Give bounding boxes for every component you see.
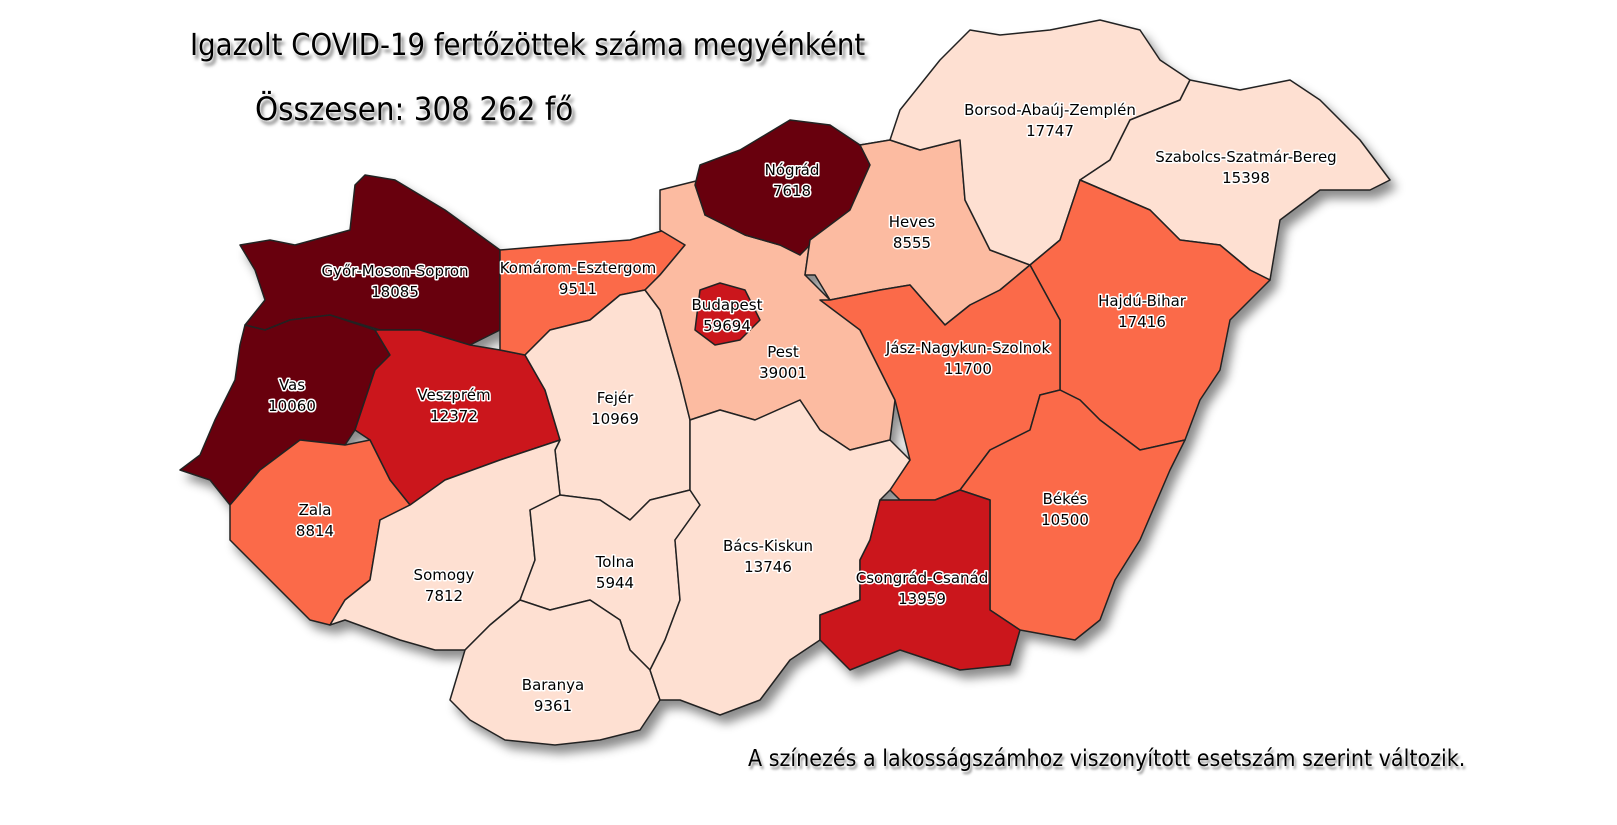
county-cases-label: 17416 bbox=[1118, 313, 1166, 331]
county-gyor bbox=[239, 174, 501, 346]
county-name-label: Baranya bbox=[522, 676, 584, 694]
county-name-label: Fejér bbox=[597, 389, 634, 407]
county-cases-label: 10500 bbox=[1041, 511, 1089, 529]
county-cases-label: 39001 bbox=[759, 364, 807, 382]
county-cases-label: 10969 bbox=[591, 410, 639, 428]
county-name-label: Bács-Kiskun bbox=[723, 537, 813, 555]
county-name-label: Szabolcs-Szatmár-Bereg bbox=[1155, 148, 1336, 166]
color-note: A színezés a lakosságszámhoz viszonyítot… bbox=[748, 746, 1466, 772]
county-cases-label: 12372 bbox=[430, 407, 478, 425]
county-csongrad bbox=[819, 489, 1021, 671]
county-name-label: Hajdú-Bihar bbox=[1098, 292, 1187, 310]
county-name-label: Vas bbox=[279, 376, 305, 394]
map-title: Igazolt COVID-19 fertőzöttek száma megyé… bbox=[190, 28, 866, 63]
county-name-label: Somogy bbox=[414, 566, 475, 584]
county-cases-label: 17747 bbox=[1026, 122, 1074, 140]
county-cases-label: 10060 bbox=[268, 397, 316, 415]
county-cases-label: 9361 bbox=[534, 697, 572, 715]
county-cases-label: 13746 bbox=[744, 558, 792, 576]
county-name-label: Tolna bbox=[595, 553, 635, 571]
county-cases-label: 7618 bbox=[773, 182, 811, 200]
county-cases-label: 8555 bbox=[893, 234, 931, 252]
county-name-label: Csongrád-Csanád bbox=[856, 569, 989, 587]
county-cases-label: 13959 bbox=[898, 590, 946, 608]
county-cases-label: 15398 bbox=[1222, 169, 1270, 187]
county-name-label: Pest bbox=[767, 343, 799, 361]
county-name-label: Budapest bbox=[692, 296, 763, 314]
county-name-label: Nógrád bbox=[765, 161, 820, 179]
county-name-label: Heves bbox=[889, 213, 936, 231]
county-cases-label: 59694 bbox=[703, 317, 751, 335]
county-name-label: Zala bbox=[299, 501, 332, 519]
county-name-label: Komárom-Esztergom bbox=[500, 259, 657, 277]
total-count: Összesen: 308 262 fő bbox=[255, 90, 574, 128]
county-budapest bbox=[694, 282, 761, 346]
county-cases-label: 11700 bbox=[944, 360, 992, 378]
county-name-label: Veszprém bbox=[417, 386, 490, 404]
county-cases-label: 8814 bbox=[296, 522, 334, 540]
county-cases-label: 7812 bbox=[425, 587, 463, 605]
county-baranya bbox=[449, 599, 661, 746]
county-cases-label: 9511 bbox=[559, 280, 597, 298]
county-name-label: Békés bbox=[1043, 490, 1088, 508]
county-cases-label: 5944 bbox=[596, 574, 634, 592]
county-name-label: Győr-Moson-Sopron bbox=[321, 262, 468, 280]
county-name-label: Borsod-Abaúj-Zemplén bbox=[964, 101, 1136, 119]
county-cases-label: 18085 bbox=[371, 283, 419, 301]
county-name-label: Jász-Nagykun-Szolnok bbox=[885, 339, 1051, 357]
